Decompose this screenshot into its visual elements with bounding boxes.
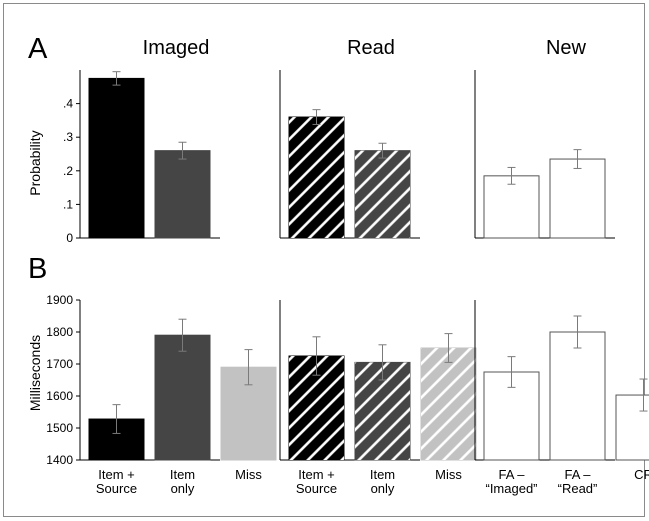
column-title-imaged: Imaged	[143, 37, 210, 59]
bar-imaged-item-only-b	[154, 334, 211, 461]
x-tick-label-imaged-miss-line0: Miss	[235, 467, 262, 482]
column-title-read: Read	[347, 37, 395, 59]
bar-imaged-item-only-a	[154, 150, 211, 239]
y-tick-label-b-1: 1500	[46, 421, 73, 435]
bar-hatch-read-miss-b	[421, 348, 476, 460]
y-tick-label-a-3: .3	[63, 130, 73, 144]
panel-letter-a: A	[28, 33, 48, 65]
y-tick-label-a-2: .2	[63, 164, 73, 178]
y-tick-label-b-4: 1800	[46, 325, 73, 339]
x-tick-label-new-cr-line0: CR	[634, 467, 649, 482]
y-tick-label-a-4: .4	[63, 97, 73, 111]
x-tick-label-imaged-item-only-line0: Item	[170, 467, 195, 482]
bar-new-fa-read-a	[549, 158, 606, 239]
x-tick-label-read-item-only-line0: Item	[370, 467, 395, 482]
bar-new-fa-read-b	[549, 331, 606, 461]
bar-hatch-read-item-only-a	[355, 150, 410, 238]
y-axis-label-milliseconds: Milliseconds	[27, 335, 43, 411]
x-tick-label-imaged-item-source-line0: Item +	[98, 467, 135, 482]
panel-letter-b: B	[28, 253, 47, 285]
y-tick-label-b-0: 1400	[46, 453, 73, 467]
y-tick-label-b-2: 1600	[46, 389, 73, 403]
x-tick-label-new-fa-imaged-line1: “Imaged”	[485, 481, 537, 496]
column-title-new: New	[546, 37, 587, 59]
y-tick-label-b-5: 1900	[46, 293, 73, 307]
x-tick-label-read-miss-line0: Miss	[435, 467, 462, 482]
x-tick-label-new-fa-read-line1: “Read”	[558, 481, 598, 496]
x-tick-label-read-item-only-line1: only	[371, 481, 395, 496]
x-tick-label-imaged-item-source-line1: Source	[96, 481, 137, 496]
bar-hatch-read-item-source-a	[289, 117, 344, 238]
x-tick-label-new-fa-read-line0: FA –	[564, 467, 591, 482]
bar-new-cr-b	[615, 394, 649, 461]
bar-new-fa-imaged-a	[483, 175, 540, 239]
figure-border	[3, 3, 645, 517]
x-tick-label-read-item-source-line1: Source	[296, 481, 337, 496]
y-tick-label-a-0: 0	[66, 231, 73, 245]
bar-imaged-item-source-a	[88, 77, 145, 239]
y-tick-label-a-1: .1	[63, 197, 73, 211]
x-tick-label-read-item-source-line0: Item +	[298, 467, 335, 482]
x-tick-label-imaged-item-only-line1: only	[171, 481, 195, 496]
x-tick-label-new-fa-imaged-line0: FA –	[498, 467, 525, 482]
y-axis-label-probability: Probability	[27, 130, 43, 195]
y-tick-label-b-3: 1700	[46, 357, 73, 371]
